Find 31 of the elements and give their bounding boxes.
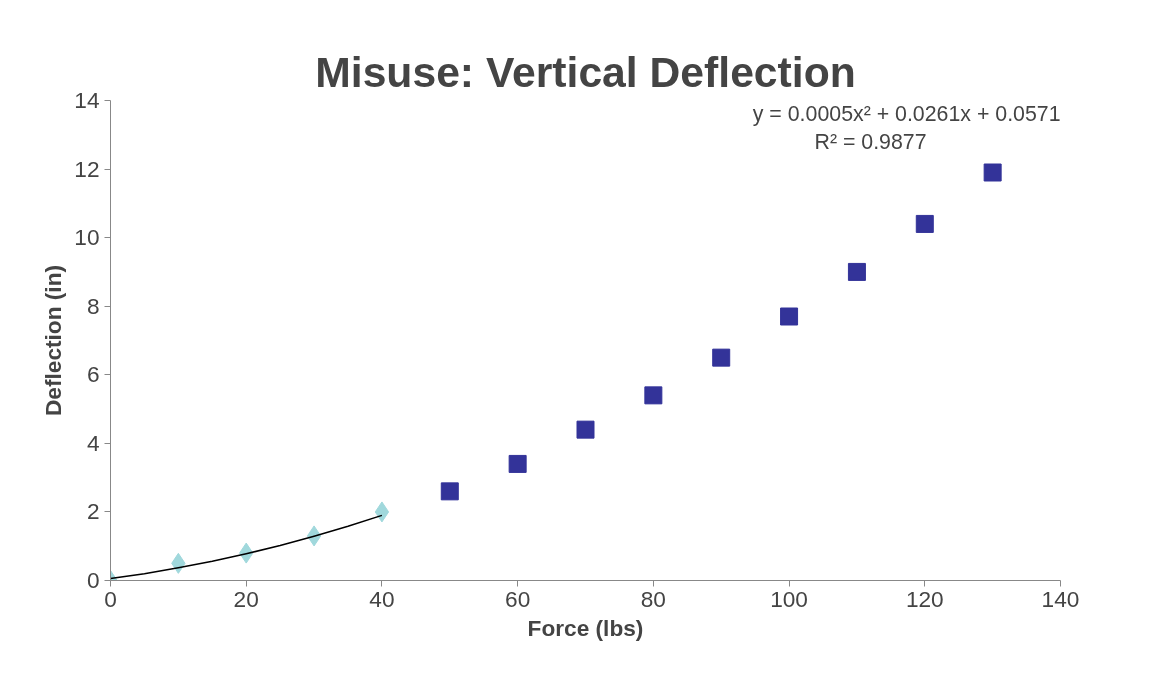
- x-tick-label: 120: [905, 585, 944, 612]
- y-tick-label: 6: [86, 361, 100, 388]
- x-axis-title: Force (lbs): [527, 614, 644, 641]
- annotation: R² = 0.9877: [814, 129, 927, 154]
- point: [712, 348, 731, 367]
- point: [983, 163, 1002, 182]
- x-tick-label: 60: [505, 585, 531, 612]
- x-tick-label: 40: [369, 585, 395, 612]
- y-tick-label: 0: [86, 567, 100, 593]
- x-tick-label: 140: [1041, 585, 1080, 612]
- point: [847, 262, 866, 281]
- point: [508, 454, 527, 473]
- point: [374, 501, 390, 523]
- point: [644, 386, 663, 405]
- y-tick-label: 14: [74, 87, 100, 113]
- y-tick-label: 12: [74, 155, 100, 182]
- y-tick-label: 8: [86, 292, 100, 319]
- x-tick-label: 0: [104, 585, 117, 612]
- point: [915, 214, 934, 233]
- chart-title: Misuse: Vertical Deflection: [315, 47, 856, 96]
- x-tick-label: 20: [233, 585, 259, 612]
- y-tick-label: 10: [74, 224, 100, 251]
- y-tick-label: 2: [86, 498, 100, 525]
- point: [576, 420, 595, 439]
- annotation: y = 0.0005x² + 0.0261x + 0.0571: [752, 102, 1061, 127]
- x-tick-label: 100: [770, 585, 808, 612]
- x-tick-label: 80: [640, 585, 666, 612]
- y-axis-title: Deflection (in): [40, 264, 67, 417]
- y-tick-label: 4: [86, 429, 100, 456]
- point: [440, 482, 459, 501]
- point: [780, 307, 799, 326]
